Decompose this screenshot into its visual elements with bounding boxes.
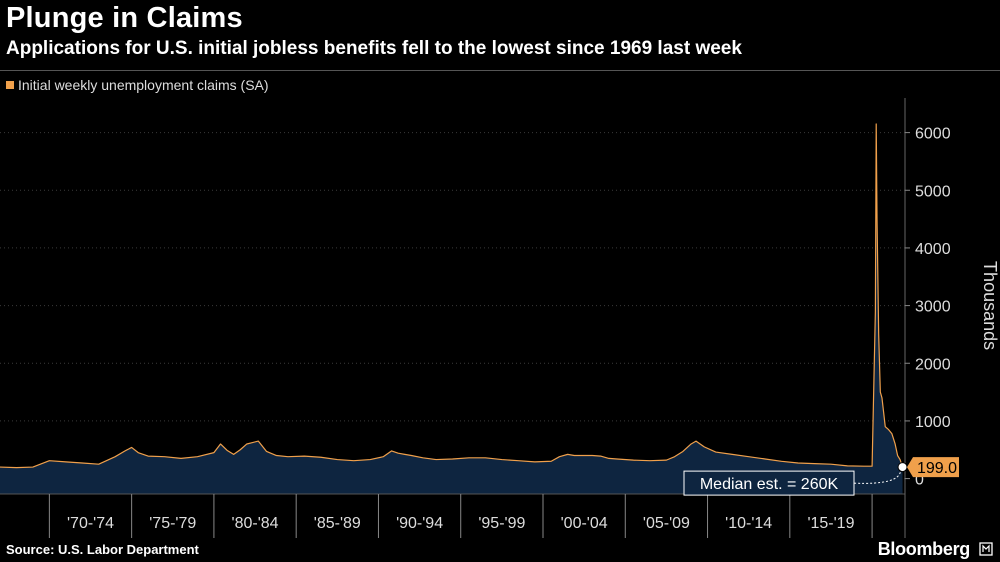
y-tick-label: 4000 [915, 241, 951, 258]
x-axis-band [0, 494, 905, 538]
last-value-badge [907, 457, 959, 478]
y-tick-label: 0 [915, 472, 924, 489]
median-annotation-box [683, 470, 855, 496]
y-tick-label: 2000 [915, 356, 951, 373]
chart-title: Plunge in Claims [6, 2, 243, 34]
y-axis-label: Thousands [980, 261, 1000, 350]
legend-swatch [6, 81, 14, 89]
x-tick-label: '70-'74 [67, 515, 114, 532]
y-tick-label: 3000 [915, 299, 951, 316]
source-note: Source: U.S. Labor Department [6, 542, 199, 557]
chart-plot: '70-'74 '75-'79 '80-'84 '85-'89 '90-'94 '95-'… [0, 98, 1000, 538]
header-divider [0, 70, 1000, 71]
x-tick-label: '75-'79 [149, 515, 196, 532]
last-value-label: 199.0 [917, 460, 957, 477]
legend: Initial weekly unemployment claims (SA) [6, 77, 269, 93]
bloomberg-mark-icon [978, 541, 994, 557]
legend-label: Initial weekly unemployment claims (SA) [18, 77, 269, 93]
x-tick-label: '85-'89 [314, 515, 361, 532]
chart-subtitle: Applications for U.S. initial jobless be… [6, 38, 742, 59]
x-tick-label: '10-'14 [725, 515, 772, 532]
y-tick-label: 6000 [915, 126, 951, 143]
series-area [0, 123, 903, 494]
x-tick-label: '95-'99 [478, 515, 525, 532]
x-tick-label: '80-'84 [232, 515, 279, 532]
last-value-marker [897, 462, 908, 473]
x-tick-label: '00-'04 [561, 515, 608, 532]
x-tick-label: '15-'19 [807, 515, 854, 532]
y-tick-label: 1000 [915, 414, 951, 431]
median-annotation-label: Median est. = 260K [700, 476, 839, 493]
y-tick-label: 5000 [915, 183, 951, 200]
x-tick-label: '05-'09 [643, 515, 690, 532]
x-tick-label: '90-'94 [396, 515, 443, 532]
series-line [0, 123, 904, 469]
median-annotation-connector [853, 470, 902, 484]
brand-logo: Bloomberg [877, 539, 971, 559]
